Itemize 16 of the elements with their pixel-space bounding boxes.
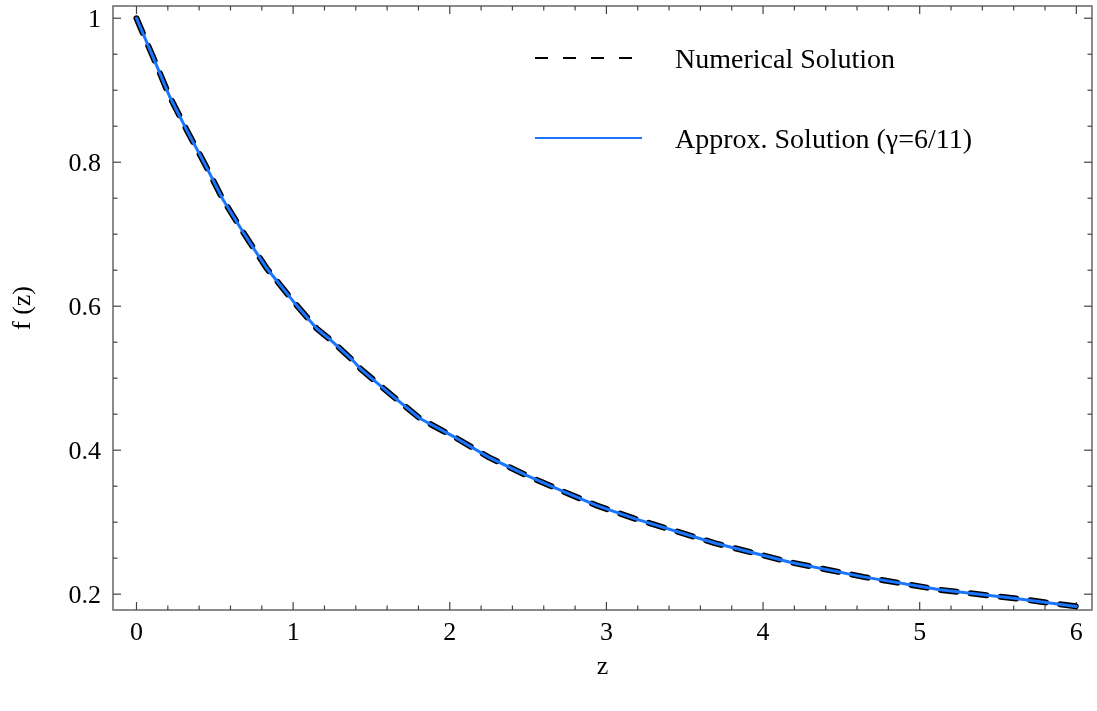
x-tick-label: 5	[913, 617, 927, 646]
y-tick-label: 0.8	[68, 148, 101, 178]
x-tick-label: 1	[286, 617, 300, 646]
x-tick-label: 4	[756, 617, 770, 646]
y-tick-label: 1	[88, 4, 101, 34]
x-tick-label: 2	[443, 617, 457, 646]
legend-label: Approx. Solution (γ=6/11)	[675, 122, 973, 154]
y-tick-label: 0.2	[68, 580, 101, 610]
x-axis-title: z	[596, 651, 609, 680]
x-tick-label: 6	[1069, 617, 1083, 646]
y-tick-label: 0.4	[68, 436, 101, 466]
y-tick-label: 0.6	[68, 292, 101, 322]
legend-label: Numerical Solution	[675, 42, 896, 74]
x-tick-label: 0	[130, 617, 143, 646]
y-axis-title: f (z)	[7, 285, 36, 331]
x-tick-label: 3	[599, 617, 613, 646]
